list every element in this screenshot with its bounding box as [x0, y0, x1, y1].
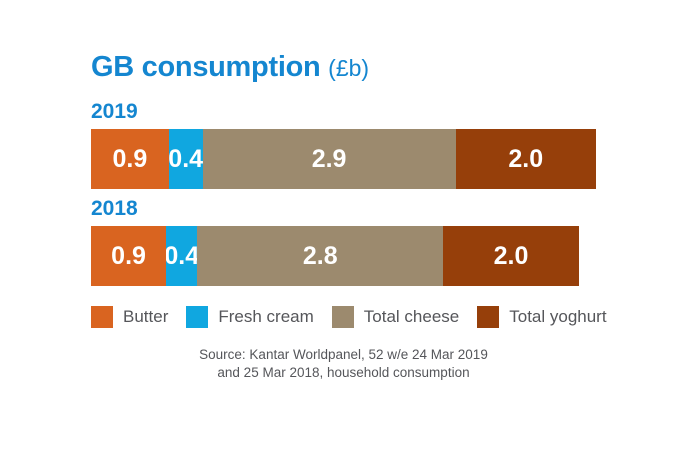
bar-segment-total-cheese: 2.9: [202, 129, 456, 189]
segment-value-total-cheese: 2.8: [302, 241, 338, 270]
legend-label-total-cheese: Total cheese: [363, 307, 460, 326]
bar-segment-fresh-cream: 0.4: [168, 129, 203, 189]
legend-swatch-fresh-cream: [186, 306, 209, 328]
source-note: Source: Kantar Worldpanel, 52 w/e 24 Mar…: [91, 346, 596, 382]
segment-value-fresh-cream: 0.4: [166, 241, 198, 270]
segment-value-butter: 0.9: [111, 241, 146, 270]
legend-item-fresh-cream: Fresh cream: [186, 306, 314, 328]
segment-value-total-cheese: 2.9: [311, 144, 347, 173]
segment-value-total-yoghurt: 2.0: [508, 144, 544, 173]
page-title-unit: (£b): [328, 55, 370, 81]
year-label-2018: 2018: [91, 197, 138, 220]
chart-panel: GB consumption (£b) 2019 0.9 0.4 2.9 2.0 2018…: [91, 0, 607, 382]
page-title-text: GB consumption: [91, 51, 321, 83]
bar-segment-fresh-cream: 0.4: [166, 226, 198, 286]
bar-segment-total-yoghurt: 2.0: [455, 129, 596, 189]
legend-swatch-total-cheese: [331, 306, 354, 328]
segment-value-total-yoghurt: 2.0: [493, 241, 529, 270]
chart: 2019 0.9 0.4 2.9 2.0 2018 0.9 0.4 2.8 2.0: [91, 99, 596, 286]
chart-row-2019: 2019 0.9 0.4 2.9 2.0: [91, 99, 596, 189]
bar-segment-butter: 0.9: [91, 129, 169, 189]
legend-swatch-butter: [91, 306, 113, 328]
bar-segment-total-yoghurt: 2.0: [443, 226, 579, 286]
legend-label-fresh-cream: Fresh cream: [218, 307, 314, 326]
stacked-bar-2018: 0.9 0.4 2.8 2.0: [91, 226, 579, 286]
legend-label-butter: Butter: [123, 307, 169, 326]
chart-row-2018: 2018 0.9 0.4 2.8 2.0: [91, 196, 596, 286]
bar-segment-total-cheese: 2.8: [197, 226, 444, 286]
year-label-2019: 2019: [91, 100, 138, 123]
legend-swatch-total-yoghurt: [477, 306, 500, 328]
legend-label-total-yoghurt: Total yoghurt: [509, 307, 607, 326]
stacked-bar-2019: 0.9 0.4 2.9 2.0: [91, 129, 596, 189]
source-line-2: and 25 Mar 2018, household consumption: [217, 365, 470, 380]
legend-item-butter: Butter: [91, 306, 168, 328]
legend-item-total-cheese: Total cheese: [331, 306, 460, 328]
legend-item-total-yoghurt: Total yoghurt: [477, 306, 607, 328]
source-line-1: Source: Kantar Worldpanel, 52 w/e 24 Mar…: [199, 347, 488, 362]
legend: Butter Fresh cream Total cheese Total yoghu…: [91, 306, 607, 328]
segment-value-fresh-cream: 0.4: [168, 144, 203, 173]
page-title: GB consumption (£b): [91, 50, 596, 85]
segment-value-butter: 0.9: [112, 144, 148, 173]
bar-segment-butter: 0.9: [91, 226, 167, 286]
